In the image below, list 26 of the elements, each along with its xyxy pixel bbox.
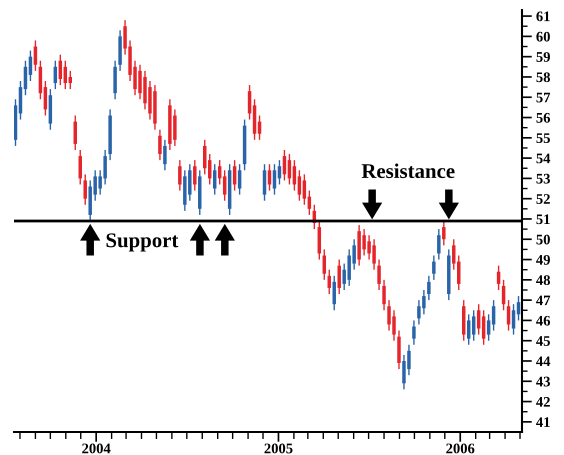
y-tick-label: 49 <box>536 254 550 265</box>
y-tick-label: 57 <box>536 92 550 102</box>
annotation: Support <box>106 233 178 252</box>
y-tick-label: 46 <box>536 316 550 326</box>
y-tick-label: 56 <box>536 112 550 123</box>
y-tick-label: 60 <box>536 32 550 42</box>
x-tick-label: 2006 <box>446 444 474 454</box>
y-tick-label: 53 <box>536 174 550 184</box>
y-tick-label: 41 <box>536 417 550 427</box>
y-tick-label: 43 <box>536 376 550 386</box>
y-tick-label: 58 <box>536 72 550 82</box>
y-tick-label: 44 <box>536 356 550 366</box>
y-tick-label: 42 <box>536 396 550 407</box>
y-tick-label: 48 <box>536 275 550 286</box>
annotation: Resistance <box>362 163 455 178</box>
y-tick-label: 55 <box>536 133 550 144</box>
y-tick-label: 61 <box>536 11 550 22</box>
y-tick-label: 52 <box>536 194 550 204</box>
x-tick-label: 2004 <box>82 444 110 454</box>
y-tick-label: 59 <box>536 52 550 62</box>
x-tick-label: 2005 <box>264 444 293 454</box>
y-tick-label: 51 <box>536 214 550 224</box>
y-tick-label: 45 <box>536 336 550 346</box>
y-tick-label: 47 <box>536 296 550 306</box>
y-tick-label: 50 <box>536 234 550 244</box>
y-tick-label: 54 <box>536 154 550 164</box>
